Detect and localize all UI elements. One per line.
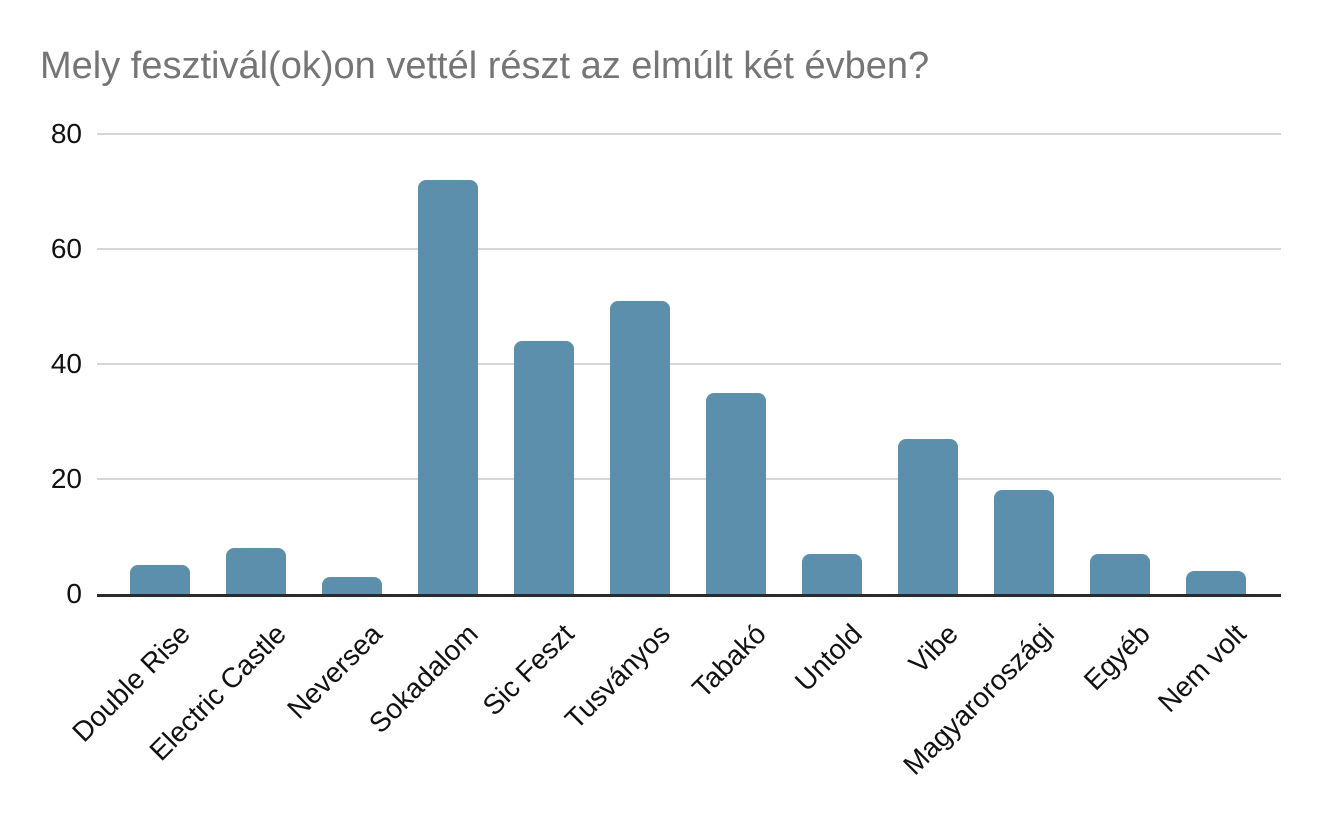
bar xyxy=(610,301,670,594)
bar xyxy=(1186,571,1246,594)
bar xyxy=(994,490,1054,594)
x-axis-line xyxy=(97,594,1281,597)
chart-title: Mely fesztivál(ok)on vettél részt az elm… xyxy=(40,45,930,87)
y-axis-tick-label: 80 xyxy=(50,118,82,149)
y-gridline xyxy=(97,133,1281,135)
bar xyxy=(418,180,478,594)
bar xyxy=(898,439,958,594)
bar xyxy=(322,577,382,594)
bar xyxy=(514,341,574,594)
x-axis-label: Double Rise xyxy=(66,618,196,748)
y-axis-tick-label: 20 xyxy=(50,463,82,494)
bar xyxy=(1090,554,1150,594)
y-axis-tick-label: 40 xyxy=(50,348,82,379)
bar xyxy=(802,554,862,594)
y-gridline xyxy=(97,248,1281,250)
y-axis-tick-label: 60 xyxy=(50,233,82,264)
bar xyxy=(706,393,766,594)
y-axis-tick-label: 0 xyxy=(66,578,82,609)
bar xyxy=(130,565,190,594)
bar xyxy=(226,548,286,594)
y-gridline xyxy=(97,363,1281,365)
y-gridline xyxy=(97,478,1281,480)
